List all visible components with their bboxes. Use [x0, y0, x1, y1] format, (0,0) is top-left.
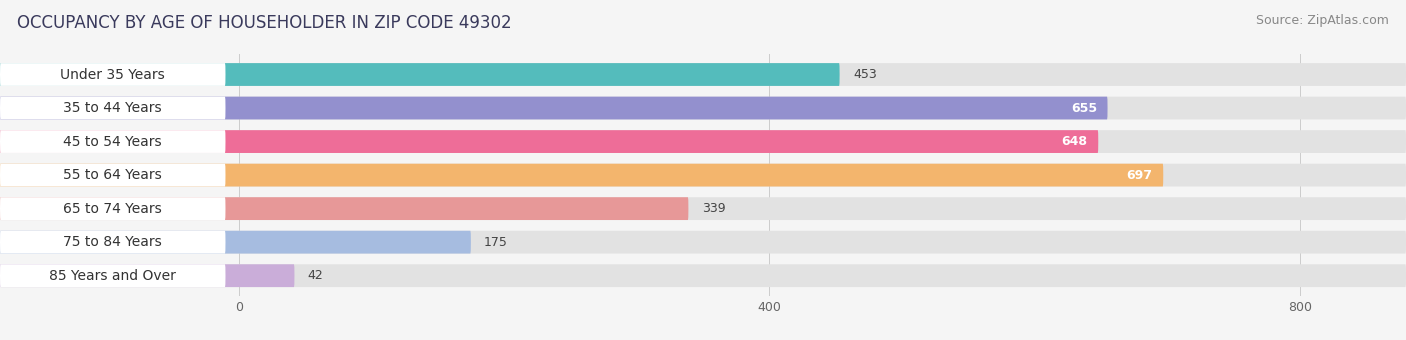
Text: 697: 697 — [1126, 169, 1153, 182]
Text: 55 to 64 Years: 55 to 64 Years — [63, 168, 162, 182]
FancyBboxPatch shape — [0, 264, 294, 287]
FancyBboxPatch shape — [0, 264, 1406, 287]
Text: 85 Years and Over: 85 Years and Over — [49, 269, 176, 283]
Text: Source: ZipAtlas.com: Source: ZipAtlas.com — [1256, 14, 1389, 27]
Text: 42: 42 — [308, 269, 323, 282]
FancyBboxPatch shape — [0, 63, 839, 86]
FancyBboxPatch shape — [0, 197, 689, 220]
FancyBboxPatch shape — [0, 164, 1406, 187]
FancyBboxPatch shape — [0, 63, 1406, 86]
Text: 45 to 54 Years: 45 to 54 Years — [63, 135, 162, 149]
Text: 648: 648 — [1062, 135, 1088, 148]
FancyBboxPatch shape — [0, 231, 1406, 254]
Text: 35 to 44 Years: 35 to 44 Years — [63, 101, 162, 115]
Text: 453: 453 — [853, 68, 876, 81]
Text: 75 to 84 Years: 75 to 84 Years — [63, 235, 162, 249]
FancyBboxPatch shape — [0, 197, 1406, 220]
Text: 175: 175 — [484, 236, 508, 249]
Text: Under 35 Years: Under 35 Years — [60, 68, 165, 82]
Text: 655: 655 — [1071, 102, 1097, 115]
FancyBboxPatch shape — [0, 231, 471, 254]
FancyBboxPatch shape — [0, 164, 1163, 187]
Text: 65 to 74 Years: 65 to 74 Years — [63, 202, 162, 216]
FancyBboxPatch shape — [0, 97, 1108, 119]
FancyBboxPatch shape — [0, 63, 225, 86]
FancyBboxPatch shape — [0, 231, 225, 254]
FancyBboxPatch shape — [0, 97, 225, 119]
FancyBboxPatch shape — [0, 130, 1406, 153]
FancyBboxPatch shape — [0, 97, 1406, 119]
Text: OCCUPANCY BY AGE OF HOUSEHOLDER IN ZIP CODE 49302: OCCUPANCY BY AGE OF HOUSEHOLDER IN ZIP C… — [17, 14, 512, 32]
FancyBboxPatch shape — [0, 197, 225, 220]
FancyBboxPatch shape — [0, 130, 225, 153]
FancyBboxPatch shape — [0, 130, 1098, 153]
Text: 339: 339 — [702, 202, 725, 215]
FancyBboxPatch shape — [0, 264, 225, 287]
FancyBboxPatch shape — [0, 164, 225, 187]
